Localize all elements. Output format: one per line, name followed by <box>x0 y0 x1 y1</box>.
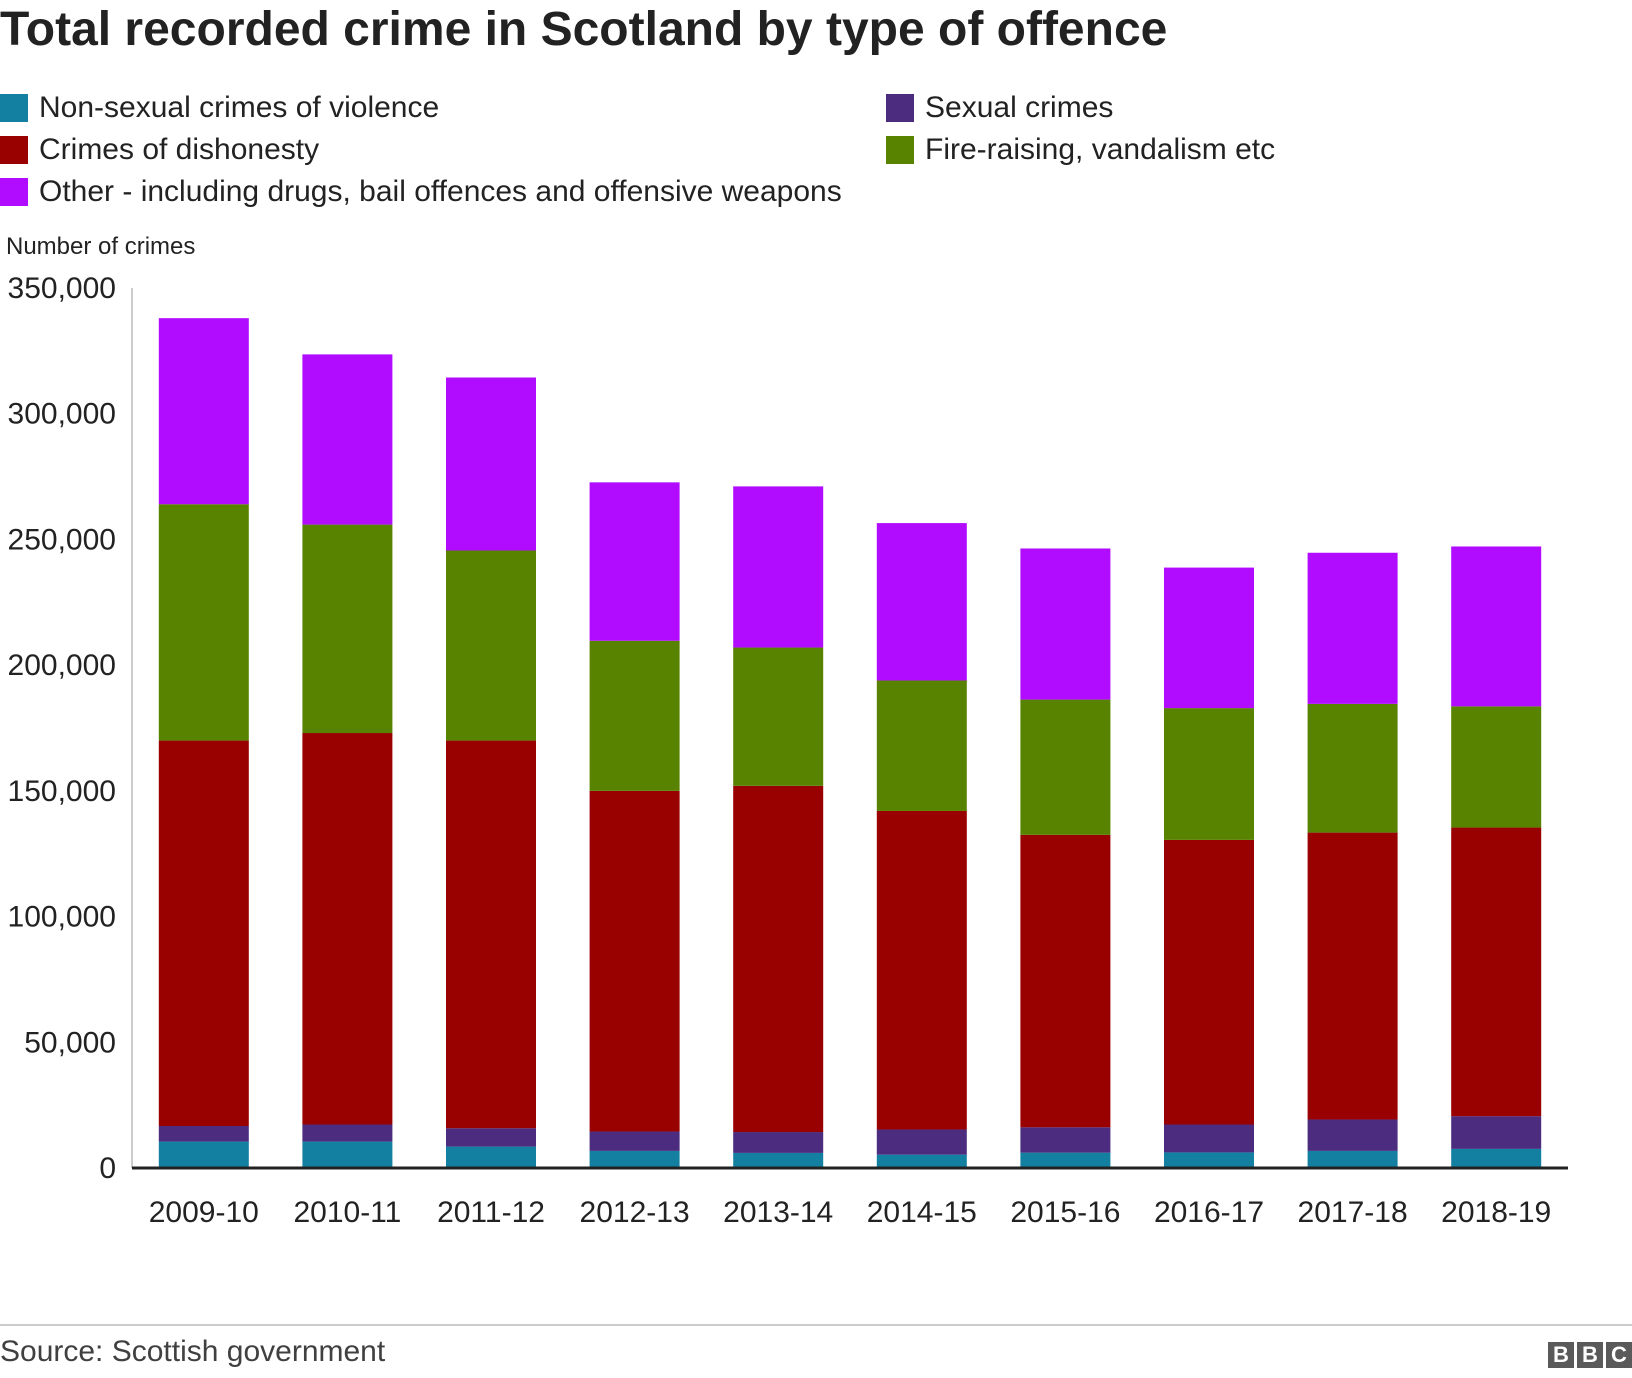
chart-title: Total recorded crime in Scotland by type… <box>0 3 1168 56</box>
bar-segment-dishonesty <box>302 733 393 1125</box>
bar-segment-fire-raising <box>302 524 393 734</box>
bar-segment-fire-raising <box>876 680 967 811</box>
legend-label-sexual: Sexual crimes <box>925 91 1114 124</box>
x-tick-label: 2014-15 <box>867 1196 977 1229</box>
bar-segment-violence <box>733 1152 824 1168</box>
bar-segment-violence <box>1020 1152 1111 1168</box>
bar-segment-other <box>1307 552 1398 704</box>
legend-swatch-dishonesty <box>0 136 28 164</box>
x-tick-label: 2018-19 <box>1441 1196 1551 1229</box>
bbc-logo: B B C <box>1548 1342 1632 1368</box>
y-tick-label: 0 <box>99 1152 116 1185</box>
bar-segment-violence <box>1451 1148 1542 1168</box>
y-tick-label: 100,000 <box>8 901 116 934</box>
footer-divider <box>0 1324 1632 1326</box>
bar-segment-fire-raising <box>1307 703 1398 833</box>
legend-swatch-fire-raising <box>886 136 914 164</box>
bar-segment-fire-raising <box>446 550 536 741</box>
x-tick-label: 2013-14 <box>723 1196 833 1229</box>
bar-segment-other <box>158 318 249 505</box>
bar-segment-dishonesty <box>1164 839 1254 1125</box>
bar-segment-dishonesty <box>1451 827 1542 1117</box>
bar-segment-sexual <box>158 1126 249 1142</box>
bar-segment-sexual <box>1307 1119 1398 1151</box>
x-tick-label: 2015-16 <box>1010 1196 1120 1229</box>
bar-segment-violence <box>446 1146 536 1168</box>
bbc-logo-letter: C <box>1606 1342 1632 1368</box>
bar-segment-fire-raising <box>1451 706 1542 828</box>
bar-segment-violence <box>302 1141 393 1168</box>
y-axis-label: Number of crimes <box>6 233 195 260</box>
bar-segment-violence <box>589 1150 680 1168</box>
legend-swatch-violence <box>0 94 28 122</box>
bar-segment-dishonesty <box>589 790 680 1132</box>
bar-segment-sexual <box>876 1129 967 1155</box>
bar-segment-dishonesty <box>876 810 967 1130</box>
y-tick-label: 200,000 <box>8 649 116 682</box>
bar-segment-violence <box>158 1141 249 1168</box>
bar-segment-other <box>876 523 967 681</box>
bar-segment-sexual <box>589 1131 680 1151</box>
bar-segment-violence <box>1307 1150 1398 1168</box>
y-tick-label: 300,000 <box>8 398 116 431</box>
bar-segment-sexual <box>1020 1127 1111 1153</box>
legend-swatch-other <box>0 178 28 206</box>
bbc-logo-letter: B <box>1548 1342 1574 1368</box>
bar-segment-dishonesty <box>1307 832 1398 1120</box>
legend-label-other: Other - including drugs, bail offences a… <box>39 175 842 208</box>
source-text: Source: Scottish government <box>0 1335 386 1368</box>
y-tick-label: 250,000 <box>8 523 116 556</box>
bar-segment-dishonesty <box>733 785 824 1133</box>
bar-segment-sexual <box>1164 1124 1254 1153</box>
bbc-logo-letter: B <box>1577 1342 1603 1368</box>
legend-label-violence: Non-sexual crimes of violence <box>39 91 440 124</box>
bar-segment-other <box>1451 546 1542 707</box>
legend-item-violence: Non-sexual crimes of violence <box>0 86 439 130</box>
bar-segment-other <box>302 354 393 525</box>
legend-swatch-sexual <box>886 94 914 122</box>
legend-item-other: Other - including drugs, bail offences a… <box>0 170 842 214</box>
bar-segment-other <box>589 482 680 641</box>
chart-plot: Number of crimes 0 50,000 100,000 150,000 20… <box>6 233 1568 1229</box>
bar-segment-fire-raising <box>589 640 680 791</box>
x-axis-ticks: 2009-10 2010-11 2011-12 2012-13 2013-14 2014-… <box>149 1196 1552 1229</box>
x-tick-label: 2009-10 <box>149 1196 259 1229</box>
x-tick-label: 2011-12 <box>437 1196 545 1229</box>
bar-segment-sexual <box>446 1128 536 1147</box>
x-tick-label: 2010-11 <box>293 1196 401 1229</box>
x-tick-label: 2016-17 <box>1154 1196 1264 1229</box>
bar-segment-fire-raising <box>733 647 824 786</box>
y-tick-label: 350,000 <box>8 272 116 305</box>
bar-segment-dishonesty <box>1020 834 1111 1128</box>
y-tick-label: 50,000 <box>24 1026 116 1059</box>
bar-segment-other <box>1020 548 1111 700</box>
bar-segment-violence <box>1164 1152 1254 1168</box>
bar-segment-violence <box>876 1154 967 1168</box>
bar-segment-dishonesty <box>446 740 536 1129</box>
x-tick-label: 2017-18 <box>1298 1196 1408 1229</box>
bar-segment-sexual <box>733 1132 824 1153</box>
x-tick-label: 2012-13 <box>580 1196 690 1229</box>
bar-segment-fire-raising <box>1020 699 1111 835</box>
bar-segment-other <box>1164 567 1254 709</box>
legend: Non-sexual crimes of violence Sexual cri… <box>0 86 1600 216</box>
bar-segment-fire-raising <box>158 504 249 741</box>
bar-segment-dishonesty <box>158 740 249 1127</box>
bar-segment-other <box>446 377 536 551</box>
y-axis-ticks: 0 50,000 100,000 150,000 200,000 250,000 300,0… <box>8 272 116 1185</box>
bar-segment-fire-raising <box>1164 708 1254 840</box>
bar-stacks <box>158 318 1542 1168</box>
bar-segment-sexual <box>302 1124 393 1142</box>
bar-segment-other <box>733 486 824 648</box>
legend-item-dishonesty: Crimes of dishonesty <box>0 128 319 172</box>
legend-item-fire-raising: Fire-raising, vandalism etc <box>886 128 1275 172</box>
legend-label-fire-raising: Fire-raising, vandalism etc <box>925 133 1276 166</box>
legend-label-dishonesty: Crimes of dishonesty <box>39 133 320 166</box>
y-tick-label: 150,000 <box>8 775 116 808</box>
bar-segment-sexual <box>1451 1116 1542 1149</box>
legend-item-sexual: Sexual crimes <box>886 86 1113 130</box>
